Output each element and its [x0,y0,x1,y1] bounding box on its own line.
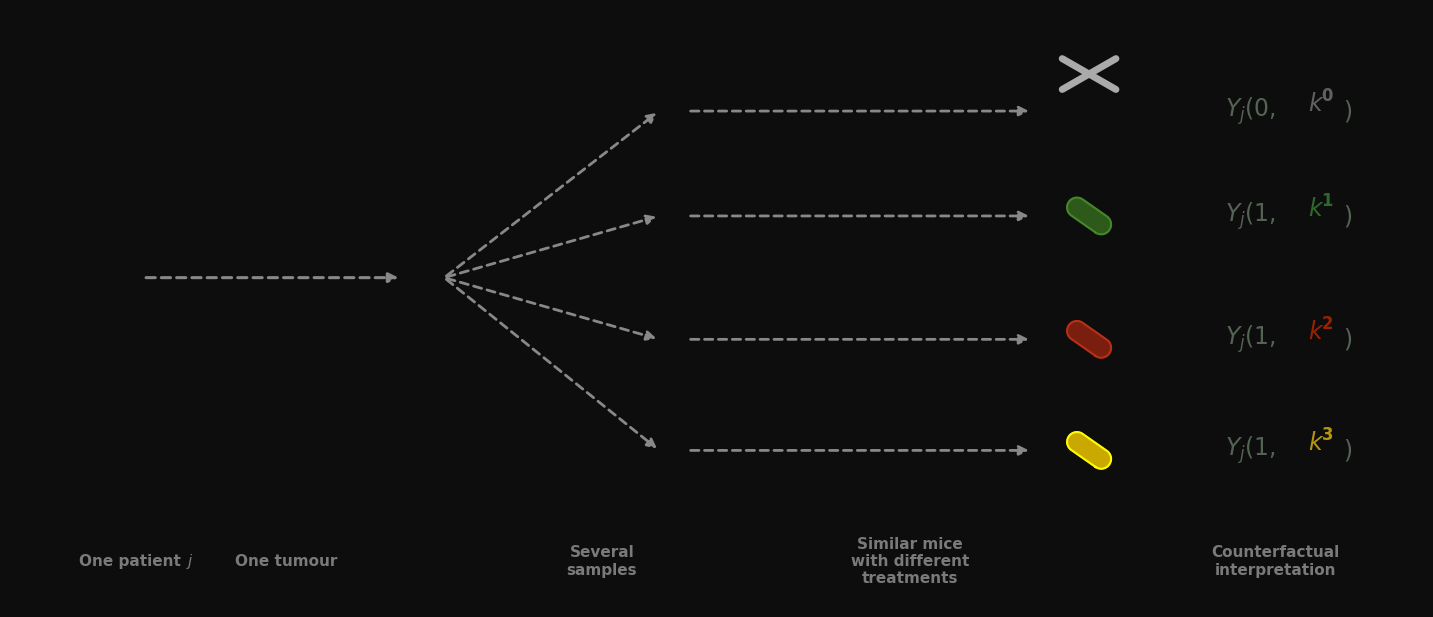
Text: $\it{Y}_{j}(1,\,$: $\it{Y}_{j}(1,\,$ [1225,323,1277,355]
Text: $\it{j}$: $\it{j}$ [186,552,195,571]
Text: $\mathbf{\mathit{k}}^{\mathbf{1}}$: $\mathbf{\mathit{k}}^{\mathbf{1}}$ [1308,195,1334,222]
Polygon shape [1068,432,1111,469]
Text: One tumour: One tumour [235,554,338,569]
Polygon shape [1068,321,1111,358]
Text: Several
samples: Several samples [566,545,638,578]
Text: One patient: One patient [79,554,181,569]
Text: $)$: $)$ [1343,203,1351,229]
Text: $\it{Y}_{j}(1,\,$: $\it{Y}_{j}(1,\,$ [1225,200,1277,232]
Text: $\it{Y}_{j}(0,\,$: $\it{Y}_{j}(0,\,$ [1225,95,1277,127]
Text: $\mathbf{\mathit{k}}^{\mathbf{0}}$: $\mathbf{\mathit{k}}^{\mathbf{0}}$ [1308,90,1336,117]
Polygon shape [1068,197,1111,234]
Text: $\it{Y}_{j}(1,\,$: $\it{Y}_{j}(1,\,$ [1225,434,1277,466]
Text: $\mathbf{\mathit{k}}^{\mathbf{3}}$: $\mathbf{\mathit{k}}^{\mathbf{3}}$ [1308,429,1334,457]
Text: $)$: $)$ [1343,437,1351,463]
Text: $\mathbf{\mathit{k}}^{\mathbf{2}}$: $\mathbf{\mathit{k}}^{\mathbf{2}}$ [1308,318,1334,346]
Text: Counterfactual
interpretation: Counterfactual interpretation [1211,545,1340,578]
Text: $)$: $)$ [1343,326,1351,352]
Text: Similar mice
with different
treatments: Similar mice with different treatments [851,537,969,586]
Text: $)$: $)$ [1343,98,1351,124]
